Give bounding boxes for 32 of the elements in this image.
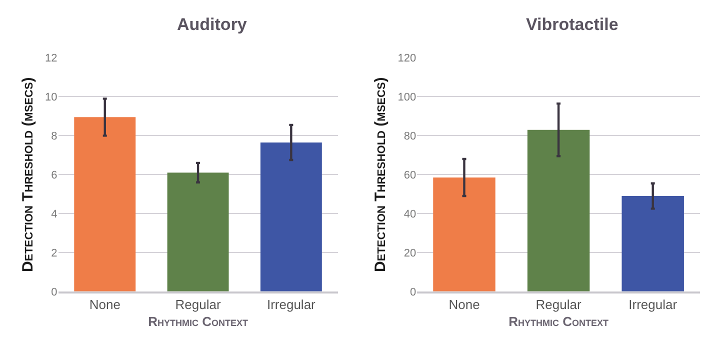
x-axis-title: Rhythmic Context — [508, 314, 609, 329]
chart-title: Vibrotactile — [526, 15, 618, 34]
x-tick-label: Irregular — [628, 296, 678, 312]
y-tick-label: 60 — [404, 169, 416, 182]
x-tick-label: Regular — [536, 296, 582, 312]
y-tick-label: 6 — [51, 169, 58, 182]
x-axis-title: Rhythmic Context — [148, 314, 248, 329]
bar — [167, 172, 229, 292]
bar — [622, 196, 684, 292]
x-tick-label: Regular — [175, 296, 222, 312]
y-tick-label: 40 — [404, 208, 416, 220]
y-tick-label: 12 — [45, 52, 58, 65]
bar — [527, 130, 590, 292]
bar — [260, 142, 322, 292]
y-tick-label: 120 — [398, 52, 416, 65]
y-tick-label: 0 — [51, 286, 58, 298]
y-tick-label: 0 — [410, 286, 416, 298]
y-tick-label: 4 — [51, 208, 58, 220]
y-tick-label: 8 — [51, 130, 58, 143]
y-tick-label: 2 — [51, 247, 58, 260]
bar — [433, 178, 496, 292]
bar — [74, 117, 136, 292]
y-tick-label: 10 — [45, 92, 58, 104]
x-tick-label: None — [89, 296, 120, 312]
chart-title: Auditory — [177, 15, 248, 34]
x-tick-label: Irregular — [266, 296, 316, 312]
y-tick-label: 100 — [398, 92, 416, 104]
y-tick-label: 20 — [404, 247, 416, 260]
x-tick-label: None — [448, 296, 480, 312]
y-tick-label: 80 — [404, 130, 416, 143]
y-axis-title: Detection Threshold (msecs) — [19, 77, 36, 272]
y-axis-title: Detection Threshold (msecs) — [372, 77, 389, 272]
